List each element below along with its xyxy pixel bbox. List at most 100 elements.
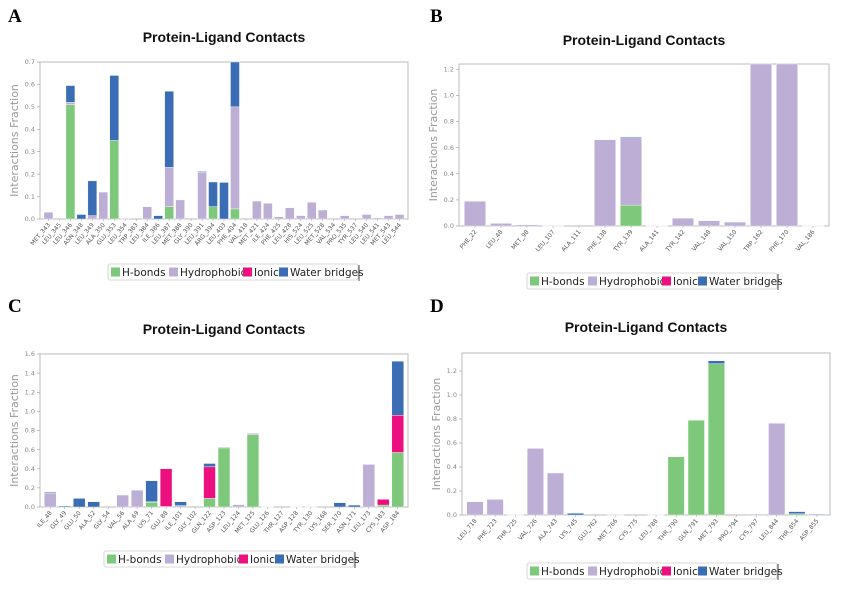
legend-label: H-bonds <box>122 267 166 279</box>
y-tick-label: 0.7 <box>25 58 35 66</box>
legend-swatch-water-bridges <box>698 276 707 286</box>
chart-title: Protein-Ligand Contacts <box>143 321 306 337</box>
legend-swatch-hydrophobic <box>165 554 174 564</box>
chart-panel-d: D Protein-Ligand Contacts 0.0 0.2 0.4 0.6 0.8 1… <box>430 296 831 580</box>
x-tick-label: VAL_150 <box>717 229 739 253</box>
y-axis-label: Interactions Fraction <box>8 374 21 487</box>
bar-segment-water-bridges <box>788 511 806 515</box>
bar-segment-h-bonds <box>667 456 685 516</box>
bar-segment-water-bridges <box>620 136 642 139</box>
bar-segment-hydrophobic <box>164 167 174 207</box>
x-tick-label: ALA_111 <box>560 229 582 254</box>
y-tick-label: 0.3 <box>25 148 35 156</box>
bar-segment-water-bridges <box>87 180 98 216</box>
legend-swatch-hydrophobic <box>169 267 178 277</box>
bar-segment-hydrophobic <box>130 490 144 508</box>
bar-segment-h-bonds <box>391 452 404 508</box>
x-tick-label: THR_790 <box>656 518 679 544</box>
legend-label: H-bonds <box>541 276 585 288</box>
legend-label: Ionic <box>254 267 279 279</box>
legend-swatch-hydrophobic <box>588 276 597 286</box>
bar-segment-hydrophobic <box>361 214 372 220</box>
bar-segment-water-bridges <box>76 214 87 220</box>
legend-swatch-water-bridges <box>698 566 707 576</box>
y-tick-label: 0.4 <box>25 465 35 473</box>
bar-segment-ionic <box>391 415 404 453</box>
legend-label: Hydrophobic <box>599 566 666 578</box>
legend-swatch-h-bonds <box>530 566 539 576</box>
bar-segment-hydrophobic <box>65 102 76 105</box>
y-tick-label: 0.1 <box>25 193 35 201</box>
legend-swatch-water-bridges <box>275 554 284 564</box>
legend-swatch-h-bonds <box>111 267 120 277</box>
x-tick-label: ALA_743 <box>537 518 559 543</box>
bar-segment-water-bridges <box>65 85 76 103</box>
bar-segment-hydrophobic <box>230 106 240 210</box>
x-tick-label: MET_98 <box>510 229 530 251</box>
bar-segment-h-bonds <box>620 204 642 227</box>
bar-segment-hydrophobic <box>120 218 130 220</box>
bar-segment-hydrophobic <box>464 200 486 227</box>
bar-segment-hydrophobic <box>672 217 694 227</box>
y-tick-label: 0.4 <box>447 463 457 471</box>
legend-label: Hydrophobic <box>180 267 247 279</box>
plot-area <box>458 63 830 227</box>
bar-segment-hydrophobic <box>490 223 512 227</box>
legend-swatch-ionic <box>662 566 671 576</box>
bar-segment-water-bridges <box>707 360 725 364</box>
bar-segment-hydrophobic <box>246 433 260 436</box>
bar-segment-h-bonds <box>65 104 76 220</box>
legend-swatch-ionic <box>662 276 671 286</box>
bar-segment-water-bridges <box>145 480 158 502</box>
y-tick-label: 1.4 <box>25 369 35 377</box>
y-tick-label: 0.2 <box>444 196 454 204</box>
x-tick-label: PHE_22 <box>459 229 479 251</box>
bar-segment-water-bridges <box>73 498 86 508</box>
y-tick-label: 0.6 <box>25 81 35 89</box>
bar-segment-ionic <box>377 499 390 506</box>
bar-segment-hydrophobic <box>197 172 207 220</box>
y-tick-label: 1.2 <box>444 65 454 73</box>
x-tick-label: ASP_855 <box>798 518 820 543</box>
chart-title: Protein-Ligand Contacts <box>143 29 306 45</box>
y-tick-label: 0.0 <box>447 511 457 519</box>
bar-segment-hydrophobic <box>307 201 317 220</box>
bar-segment-hydrophobic <box>394 214 405 220</box>
bar-segment-water-bridges <box>230 61 240 108</box>
bar-segment-h-bonds <box>246 434 260 508</box>
legend-label: H-bonds <box>118 554 162 566</box>
bar-segment-h-bonds <box>707 363 725 516</box>
bar-segment-hydrophobic <box>98 191 109 220</box>
legend: H-bonds Hydrophobic Ionic Water bridges <box>526 562 783 580</box>
y-tick-label: 0.0 <box>25 503 35 511</box>
bar-segment-hydrophobic <box>594 139 616 227</box>
legend-swatch-hydrophobic <box>588 566 597 576</box>
chart-panel-b: B Protein-Ligand Contacts 0.0 0.2 0.4 0.6 0.8 1… <box>427 6 830 290</box>
y-tick-label: 1.2 <box>25 388 35 396</box>
x-tick-label: TYR_142 <box>664 229 687 254</box>
bar-segment-water-bridges <box>153 215 163 220</box>
legend-label: Hydrophobic <box>599 276 666 288</box>
x-tick-label: CYS_797 <box>738 518 760 543</box>
bar-segment-hydrophobic <box>466 501 484 516</box>
bar-segment-hydrophobic <box>285 207 295 220</box>
bar-segment-h-bonds <box>687 420 705 516</box>
bar-segment-hydrophobic <box>142 206 152 220</box>
legend-swatch-water-bridges <box>279 267 288 277</box>
x-tick-label: THR_725 <box>496 518 519 544</box>
chart-panel-c: C Protein-Ligand Contacts 0.0 0.2 0.4 0.6 0.8 1… <box>8 296 409 568</box>
x-tick-label: CYS_775 <box>617 518 639 543</box>
bar-segment-water-bridges <box>44 491 57 494</box>
bar-segment-hydrophobic <box>516 224 538 227</box>
bar-segment-hydrophobic <box>339 215 350 220</box>
bar-segment-water-bridges <box>219 182 229 220</box>
x-tick-label: LEU_107 <box>534 229 556 254</box>
y-tick-label: 0.8 <box>25 427 35 435</box>
y-tick-label: 0.4 <box>444 170 454 178</box>
legend-swatch-ionic <box>243 267 252 277</box>
bar-segment-hydrophobic <box>263 203 273 220</box>
bar-segment-water-bridges <box>197 171 207 173</box>
bar-segment-hydrophobic <box>44 492 57 508</box>
y-axis-label: Interactions Fraction <box>427 89 440 202</box>
panel-letter: A <box>8 6 22 27</box>
